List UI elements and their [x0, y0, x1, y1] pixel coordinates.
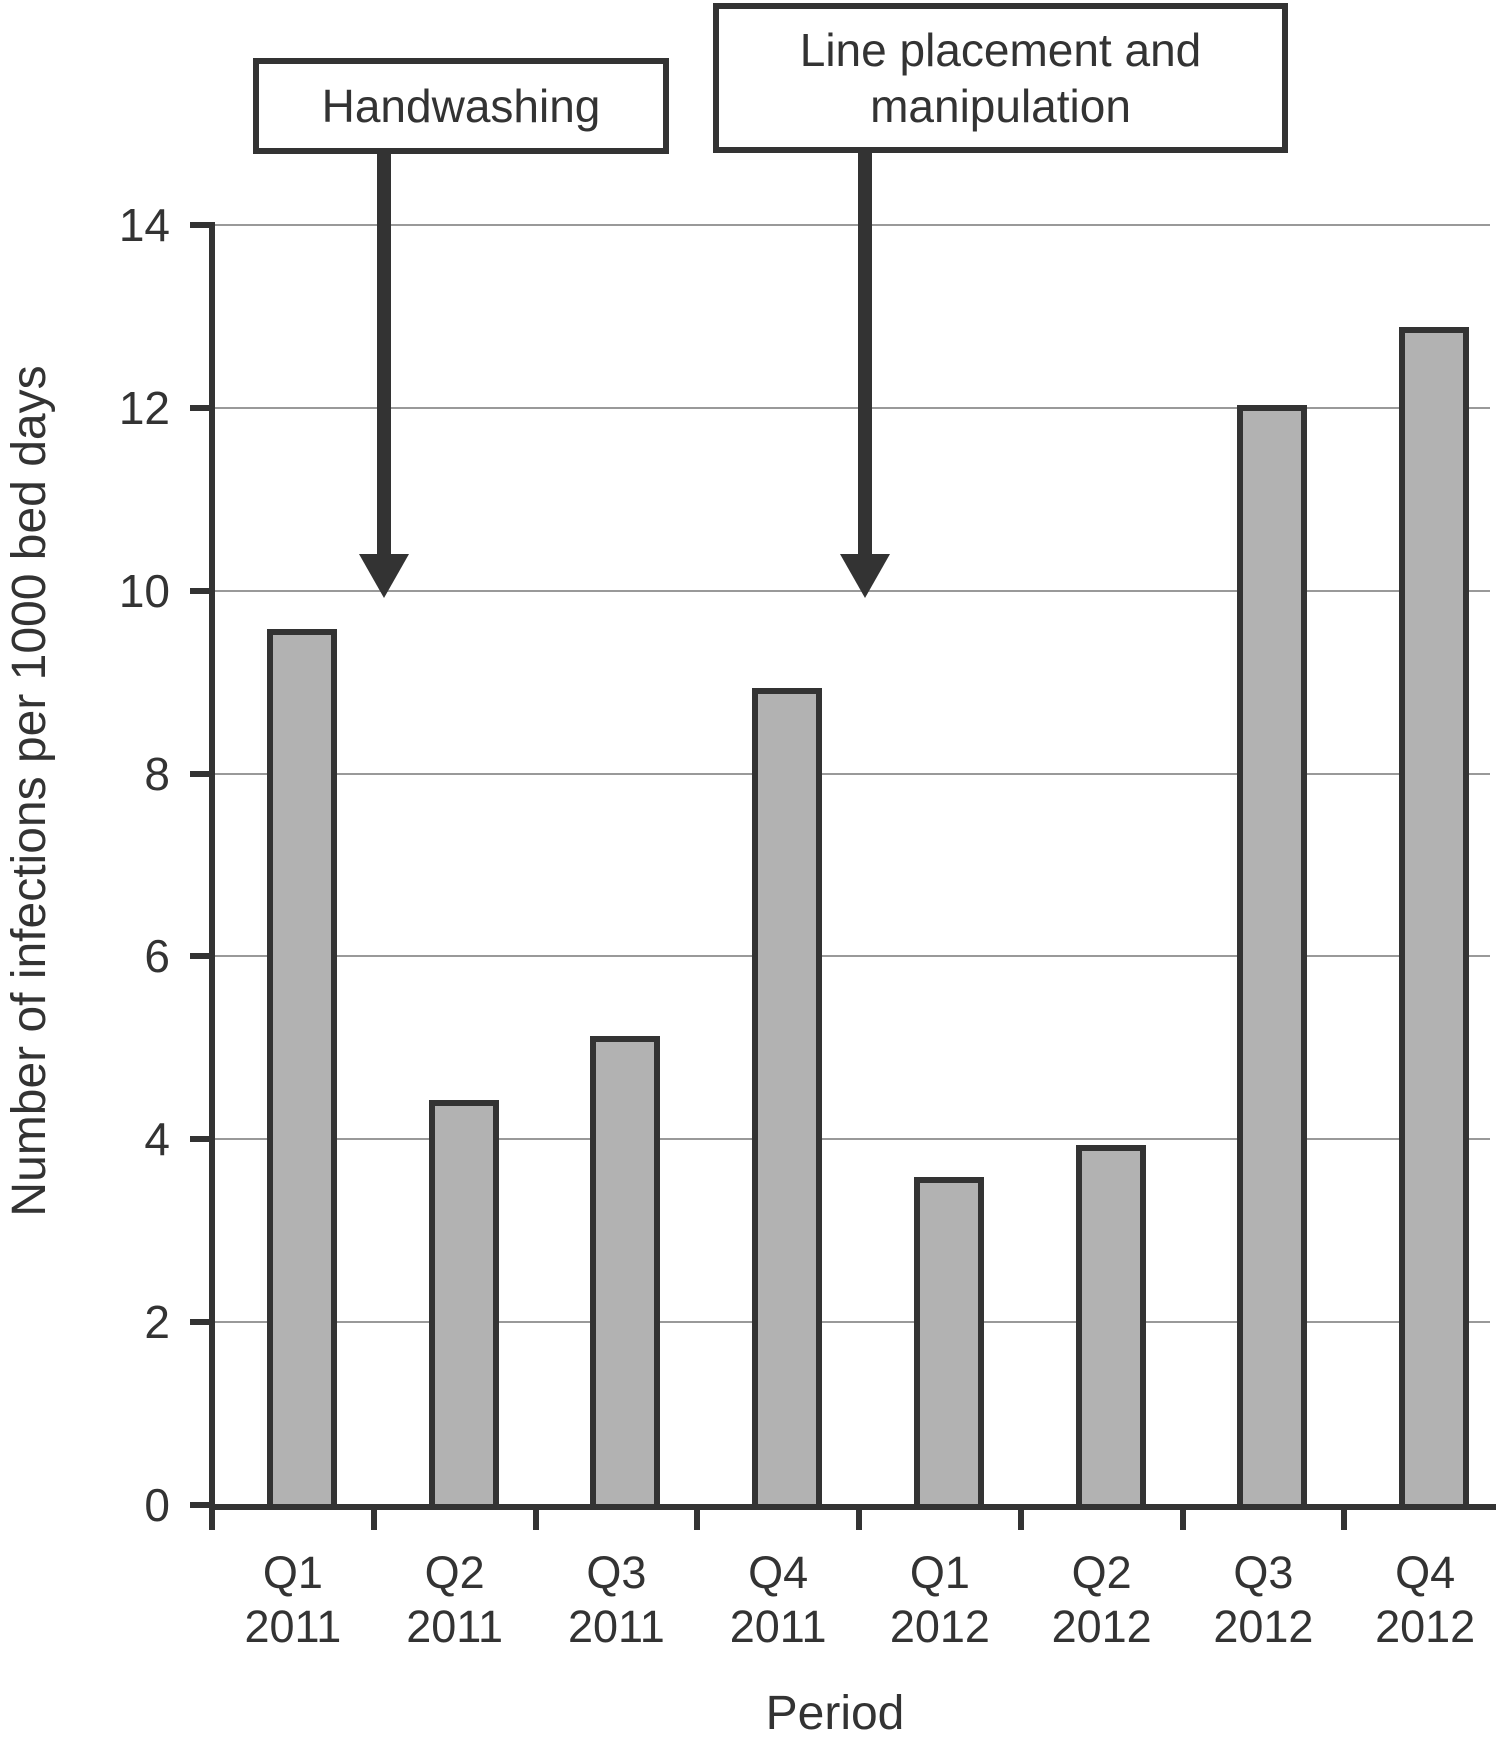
x-label-quarter: Q1: [909, 1547, 970, 1598]
handwashing-down-arrow-stem: [377, 152, 391, 556]
bar-q4-2012: [1399, 327, 1470, 1504]
y-tick-0: [190, 1502, 212, 1508]
annotation-text-line1: Line placement and: [799, 24, 1202, 76]
y-axis-line: [209, 222, 215, 1510]
x-tick-3: [694, 1506, 701, 1530]
x-label-quarter: Q4: [748, 1547, 809, 1598]
y-tick-6: [190, 953, 212, 960]
y-tick-2: [190, 1319, 212, 1326]
y-tick-label-2: 2: [144, 1296, 170, 1349]
x-label-year: 2011: [567, 1601, 665, 1652]
x-label-year: 2011: [244, 1601, 342, 1652]
x-label-year: 2012: [889, 1601, 990, 1652]
bar-q3-2011: [590, 1035, 661, 1504]
x-tick-1: [370, 1506, 377, 1530]
x-label-quarter: Q2: [1071, 1547, 1132, 1598]
handwashing-down-arrow-head: [359, 554, 409, 598]
x-tick-label-q3-2011: Q3 2011: [528, 1546, 704, 1654]
x-axis-title: Period: [765, 1687, 905, 1740]
x-tick-4: [856, 1506, 862, 1530]
y-tick-label-14: 14: [118, 199, 170, 251]
x-tick-label-q4-2011: Q4 2011: [690, 1546, 866, 1654]
gridline-y-2: [212, 1321, 1490, 1324]
line-placement-down-arrow-head: [840, 554, 890, 598]
line-placement-down-arrow-stem: [858, 151, 872, 556]
y-tick-label-10: 10: [118, 564, 170, 617]
y-tick-label-0: 0: [144, 1479, 170, 1531]
gridline-y-12: [212, 406, 1490, 409]
annotation-box-handwashing: Handwashing: [253, 58, 669, 154]
x-label-quarter: Q2: [424, 1547, 485, 1598]
y-tick-label-6: 6: [144, 930, 170, 983]
gridline-y-14: [212, 224, 1490, 226]
x-label-quarter: Q3: [1233, 1547, 1294, 1598]
x-label-quarter: Q1: [262, 1547, 323, 1598]
bar-q2-2011: [428, 1099, 499, 1504]
x-axis-line: [209, 1504, 1496, 1510]
y-tick-label-8: 8: [144, 747, 170, 800]
bar-q3-2012: [1237, 404, 1308, 1504]
annotation-text-line2: manipulation: [870, 80, 1131, 132]
y-tick-label-12: 12: [118, 381, 170, 434]
x-label-year: 2012: [1213, 1601, 1314, 1652]
x-tick-label-q3-2012: Q3 2012: [1175, 1546, 1351, 1654]
x-tick-label-q2-2012: Q2 2012: [1014, 1546, 1190, 1654]
x-label-year: 2012: [1375, 1601, 1476, 1652]
y-tick-label-4: 4: [144, 1113, 170, 1166]
x-label-year: 2012: [1051, 1601, 1152, 1652]
bar-q1-2012: [913, 1177, 984, 1504]
x-tick-7: [1341, 1506, 1348, 1530]
x-tick-label-q4-2012: Q4 2012: [1337, 1546, 1496, 1654]
y-tick-10: [190, 587, 212, 594]
bar-q2-2012: [1075, 1145, 1146, 1504]
bar-q4-2011: [752, 688, 823, 1504]
x-tick-label-q2-2011: Q2 2011: [367, 1546, 543, 1654]
annotation-text: Handwashing: [321, 80, 601, 132]
x-tick-0: [209, 1506, 215, 1530]
y-tick-8: [190, 770, 212, 777]
annotation-box-line-placement: Line placement and manipulation: [713, 3, 1288, 153]
x-label-quarter: Q4: [1395, 1547, 1456, 1598]
x-tick-6: [1179, 1506, 1186, 1530]
x-label-year: 2011: [729, 1601, 827, 1652]
y-tick-4: [190, 1136, 212, 1143]
y-tick-14: [190, 222, 212, 228]
bar-q1-2011: [266, 628, 337, 1504]
x-label-year: 2011: [406, 1601, 504, 1652]
x-tick-label-q1-2012: Q1 2012: [852, 1546, 1028, 1654]
x-tick-2: [532, 1506, 539, 1530]
gridline-y-6: [212, 955, 1490, 958]
x-tick-label-q1-2011: Q1 2011: [205, 1546, 381, 1654]
gridline-y-4: [212, 1138, 1490, 1141]
gridline-y-8: [212, 772, 1490, 775]
y-tick-12: [190, 404, 212, 411]
x-label-quarter: Q3: [586, 1547, 647, 1598]
x-tick-5: [1017, 1506, 1024, 1530]
